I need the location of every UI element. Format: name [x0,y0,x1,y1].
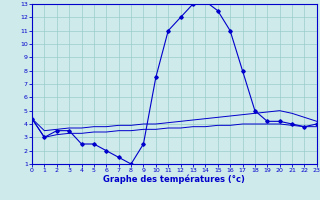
X-axis label: Graphe des températures (°c): Graphe des températures (°c) [103,175,245,184]
